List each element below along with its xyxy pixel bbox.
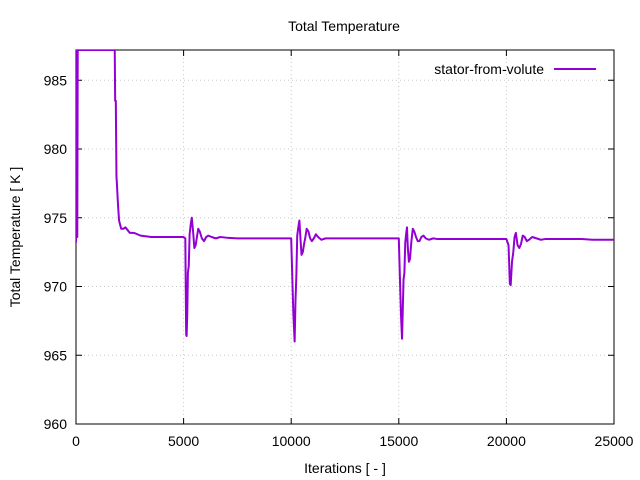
x-tick-label: 20000 [487, 433, 526, 449]
y-tick-label: 965 [44, 347, 68, 363]
y-tick-label: 985 [44, 72, 68, 88]
y-axis-ticks: 960 965 970 975 980 985 [44, 72, 614, 432]
legend: stator-from-volute [434, 61, 596, 77]
y-tick-label: 980 [44, 141, 68, 157]
chart-title: Total Temperature [288, 18, 400, 34]
series-group [76, 50, 614, 343]
y-tick-label: 960 [44, 416, 68, 432]
x-axis-ticks: 0 5000 10000 15000 20000 25000 [72, 50, 634, 449]
x-tick-label: 5000 [168, 433, 199, 449]
y-tick-label: 970 [44, 279, 68, 295]
y-axis-label: Total Temperature [ K ] [7, 167, 23, 308]
legend-label: stator-from-volute [434, 61, 544, 77]
y-tick-label: 975 [44, 210, 68, 226]
x-tick-label: 25000 [595, 433, 634, 449]
grid [76, 50, 614, 424]
x-tick-label: 0 [72, 433, 80, 449]
x-tick-label: 10000 [272, 433, 311, 449]
x-tick-label: 15000 [379, 433, 418, 449]
x-axis-label: Iterations [ - ] [304, 460, 386, 476]
series-line [76, 50, 614, 343]
